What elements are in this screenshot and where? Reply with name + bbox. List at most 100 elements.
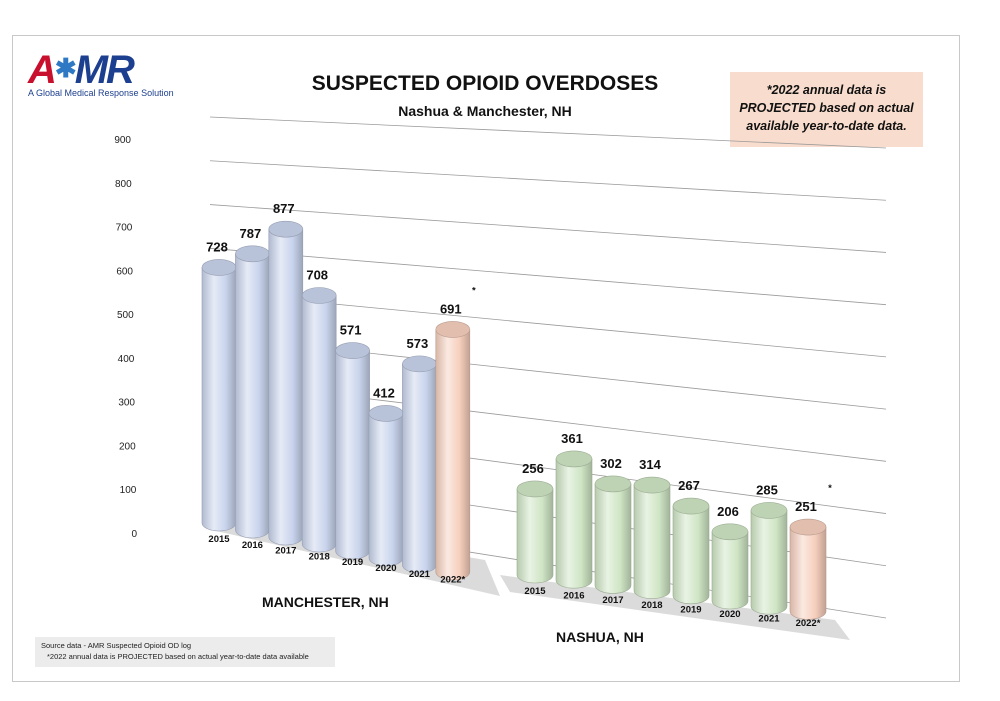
y-tick-label: 900	[114, 135, 131, 146]
bar-body	[789, 526, 827, 620]
x-tick-label: 2016	[242, 540, 263, 551]
y-tick-label: 0	[131, 529, 137, 540]
value-label: 206	[717, 504, 739, 519]
y-tick-label: 100	[120, 485, 137, 496]
x-tick-label: 2018	[641, 600, 662, 611]
bar-top	[750, 502, 788, 519]
series-nashua: 256 2015 361 2016 302 2017 314 2018 267 2019 206 20…	[516, 431, 832, 645]
bar	[402, 355, 437, 574]
source-footnote: Source data - AMR Suspected Opioid OD lo…	[35, 637, 335, 667]
x-tick-label: 2015	[524, 586, 546, 597]
bar-top	[672, 497, 710, 515]
projection-note: *2022 annual data is PROJECTED based on …	[730, 72, 923, 147]
bar	[301, 287, 337, 553]
value-label: 691	[440, 301, 462, 316]
bar	[789, 518, 827, 620]
bar-body	[435, 329, 471, 581]
bar	[335, 342, 370, 560]
amr-logo: A✱MR A Global Medical Response Solution	[28, 48, 178, 98]
bar	[594, 475, 632, 594]
gridline	[209, 204, 887, 253]
value-label: 267	[678, 478, 700, 493]
bar	[516, 480, 554, 584]
bar-body	[235, 253, 270, 539]
gridline	[209, 247, 887, 306]
x-tick-label: 2022*	[440, 575, 465, 586]
bar-top	[555, 450, 593, 468]
footnote-projection: *2022 annual data is PROJECTED based on …	[47, 652, 309, 661]
value-label: 256	[522, 461, 544, 476]
bar-top	[402, 355, 437, 373]
value-label: 571	[340, 323, 362, 338]
projection-marker: *	[472, 285, 476, 296]
bar-body	[335, 350, 370, 560]
bar-top	[789, 518, 827, 536]
gridline	[209, 116, 887, 149]
bar	[711, 523, 749, 610]
footnote-source: Source data - AMR Suspected Opioid OD lo…	[41, 641, 192, 650]
bar	[268, 220, 304, 546]
bar-top	[435, 321, 471, 338]
bar	[633, 476, 671, 599]
value-label: 573	[407, 336, 429, 351]
x-tick-label: 2021	[409, 569, 431, 580]
y-tick-label: 600	[116, 266, 133, 277]
chart-subtitle: Nashua & Manchester, NH	[398, 103, 572, 119]
logo-tagline: A Global Medical Response Solution	[28, 88, 174, 98]
bar-top	[516, 480, 554, 498]
bar-top	[335, 342, 370, 359]
bar-top	[201, 259, 237, 276]
value-label: 728	[206, 239, 228, 254]
bar-top	[633, 476, 671, 494]
x-tick-label: 2016	[563, 591, 584, 602]
x-tick-label: 2020	[375, 563, 396, 574]
y-tick-label: 700	[116, 223, 133, 234]
bar-top	[711, 523, 749, 541]
x-tick-label: 2019	[342, 557, 363, 568]
value-label: 302	[600, 456, 622, 471]
bar	[368, 405, 404, 567]
floor-shadow-nashua	[500, 575, 850, 640]
y-tick-label: 800	[115, 179, 132, 190]
x-tick-label: 2019	[680, 604, 701, 615]
x-tick-label: 2017	[275, 546, 296, 557]
x-tick-label: 2020	[719, 609, 740, 620]
gridline	[209, 160, 887, 201]
bar-body	[368, 413, 404, 567]
bar-body	[633, 484, 671, 599]
value-label: 361	[561, 431, 583, 446]
y-tick-label: 500	[117, 310, 134, 321]
x-tick-label: 2015	[208, 534, 230, 545]
logo-wordmark: A✱MR	[28, 48, 135, 92]
value-label: 787	[240, 226, 262, 241]
bar	[750, 502, 788, 615]
series-manchester: 728 2015 787 2016 877 2017 708 2018 571 2019 412 20…	[201, 201, 476, 610]
bar-body	[268, 228, 304, 546]
bar-body	[201, 267, 237, 532]
bar-top	[368, 405, 404, 422]
projection-marker: *	[828, 483, 832, 494]
x-tick-label: 2017	[602, 595, 623, 606]
x-tick-label: 2022*	[796, 618, 821, 629]
y-tick-label: 200	[119, 441, 136, 452]
bar-body	[301, 295, 337, 553]
x-tick-label: 2018	[309, 551, 330, 562]
bar	[201, 259, 237, 532]
bar-top	[301, 287, 337, 304]
y-tick-label: 400	[118, 354, 135, 365]
bar-top	[268, 220, 304, 238]
group-label: NASHUA, NH	[556, 629, 644, 645]
bar	[555, 450, 593, 589]
bar-body	[711, 531, 749, 610]
bar-body	[402, 363, 437, 574]
value-label: 285	[756, 482, 778, 497]
bar	[672, 497, 710, 605]
bar	[235, 245, 270, 539]
value-label: 412	[373, 385, 395, 400]
y-tick-label: 300	[118, 398, 135, 409]
bar-top	[594, 475, 632, 493]
bar-body	[750, 510, 788, 615]
bar-top	[235, 245, 270, 263]
value-label: 877	[273, 201, 295, 216]
